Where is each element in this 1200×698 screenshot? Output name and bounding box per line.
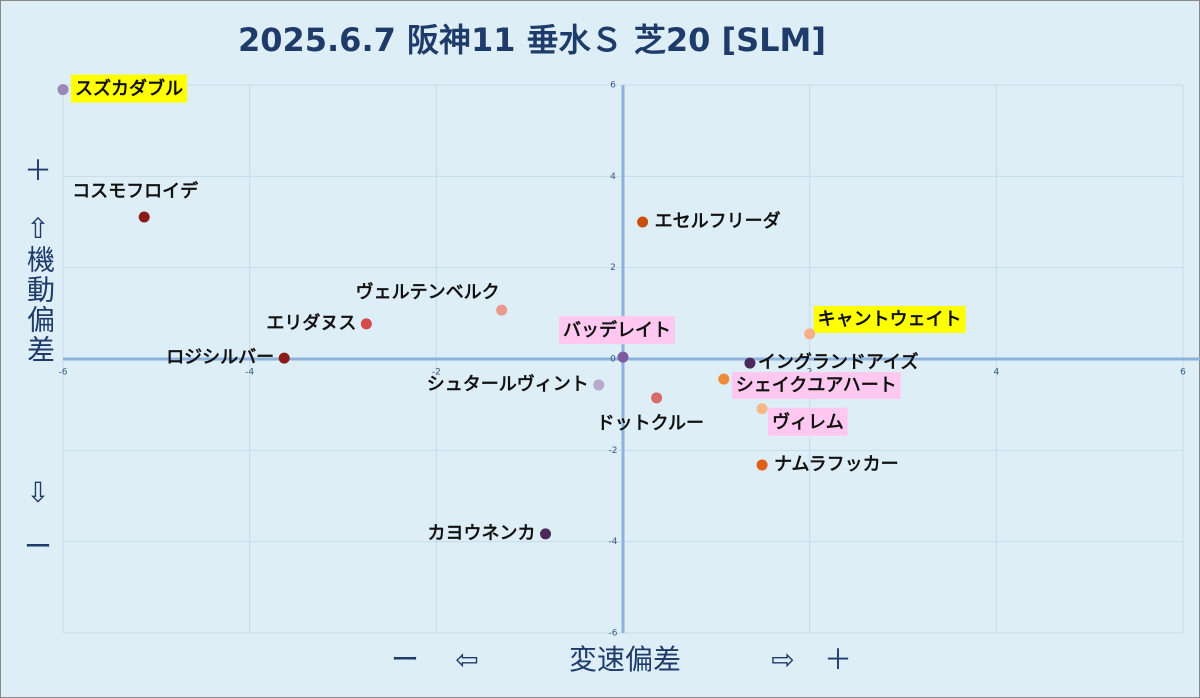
label-highlight [731, 372, 901, 400]
point [756, 459, 768, 471]
y-tick-label: 2 [610, 263, 616, 273]
point [718, 373, 730, 385]
y-axis-label: ⇩ [26, 476, 49, 509]
point [138, 211, 150, 223]
y-tick-label: -2 [609, 446, 618, 456]
point [360, 318, 372, 330]
point-label-group: バッデレイト [559, 316, 675, 345]
label-highlight [813, 305, 966, 333]
point [496, 304, 508, 316]
point-label-group: シェイクユアハート [731, 372, 901, 400]
x-axis-label: ⇦ [455, 643, 478, 676]
point-label-group: コスモフロイデ [72, 180, 199, 202]
point-label-group: ナムラフッカー [774, 454, 899, 475]
y-axis-label: ⇧ [26, 212, 49, 245]
point-label-group: イングランドアイズ [758, 351, 919, 373]
x-axis-label: ＋ [824, 643, 852, 676]
point [593, 379, 605, 391]
point [804, 328, 816, 340]
point-label-group: キャントウェイト [813, 305, 966, 333]
point-label-group: ヴェルテンベルク [356, 281, 500, 303]
y-axis-label: ー [24, 530, 52, 563]
point-label: カヨウネンカ [428, 523, 536, 544]
point-label: バッデレイト [563, 319, 671, 341]
point [617, 351, 629, 363]
x-tick-label: -2 [432, 368, 441, 378]
point-label-group: エセルフリーダ [655, 210, 781, 232]
point-label-group: シュタールヴィント [427, 373, 589, 395]
x-tick-label: 4 [993, 368, 999, 378]
point-label: イングランドアイズ [758, 351, 919, 373]
y-axis-label: 機動偏差 [23, 245, 56, 365]
point-label: エセルフリーダ [655, 210, 781, 232]
y-axis-label: ＋ [24, 154, 52, 187]
point-label-group: ヴィレム [768, 407, 848, 436]
point [756, 403, 768, 415]
label-highlight [559, 316, 675, 345]
x-tick-label: 0 [610, 355, 616, 365]
point-label: エリダヌス [266, 312, 356, 334]
y-tick-label: -4 [609, 537, 618, 547]
point-label: ヴェルテンベルク [356, 281, 500, 303]
point [57, 84, 69, 96]
point-label: ヴィレム [772, 411, 844, 433]
x-axis-label: ⇨ [771, 643, 794, 676]
x-axis-label: ー [391, 643, 419, 676]
point-label: ドットクルー [597, 413, 704, 434]
point-label-group: エリダヌス [266, 312, 356, 334]
point-label: シェイクユアハート [736, 375, 897, 396]
point [744, 357, 756, 369]
point [651, 392, 663, 404]
point [540, 528, 552, 540]
y-tick-label: 6 [610, 81, 616, 91]
point-label-group: スズカダブル [71, 74, 187, 103]
point-label: ナムラフッカー [774, 454, 899, 475]
point-label: ロジシルバー [166, 347, 274, 368]
x-tick-label: -6 [59, 368, 68, 378]
point-label: コスモフロイデ [72, 180, 199, 202]
point-label: キャントウェイト [818, 309, 962, 330]
x-tick-label: 6 [1180, 368, 1186, 378]
label-highlight [71, 74, 187, 103]
label-highlight [768, 407, 848, 436]
y-tick-label: 4 [610, 172, 616, 182]
point-label-group: ドットクルー [597, 413, 704, 434]
x-axis-label: 変速偏差 [569, 643, 681, 676]
chart-title: 2025.6.7 阪神11 垂水Ｓ 芝20 [SLM] [238, 21, 826, 59]
point [637, 216, 649, 228]
point [278, 352, 290, 364]
point-label: シュタールヴィント [427, 373, 589, 395]
x-tick-label: -4 [245, 368, 254, 378]
point-label-group: ロジシルバー [166, 347, 274, 368]
y-tick-label: -6 [609, 629, 618, 639]
point-label-group: カヨウネンカ [428, 523, 536, 544]
point-label: スズカダブル [75, 78, 183, 100]
